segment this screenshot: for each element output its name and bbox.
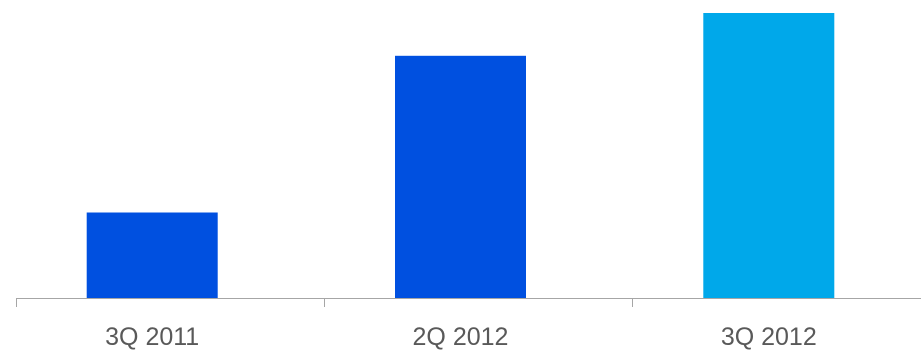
bar-3q-2011 [86, 212, 218, 298]
x-tick-label: 3Q 2012 [721, 323, 817, 351]
x-axis-ticks [16, 298, 633, 307]
x-tick-label: 3Q 2011 [105, 323, 199, 351]
x-tick-label: 2Q 2012 [413, 323, 509, 351]
bars-group [86, 13, 835, 299]
x-axis-labels: 3Q 2011 2Q 2012 3Q 2012 [105, 323, 817, 351]
bar-2q-2012 [395, 55, 526, 299]
bar-3q-2012 [703, 13, 835, 298]
